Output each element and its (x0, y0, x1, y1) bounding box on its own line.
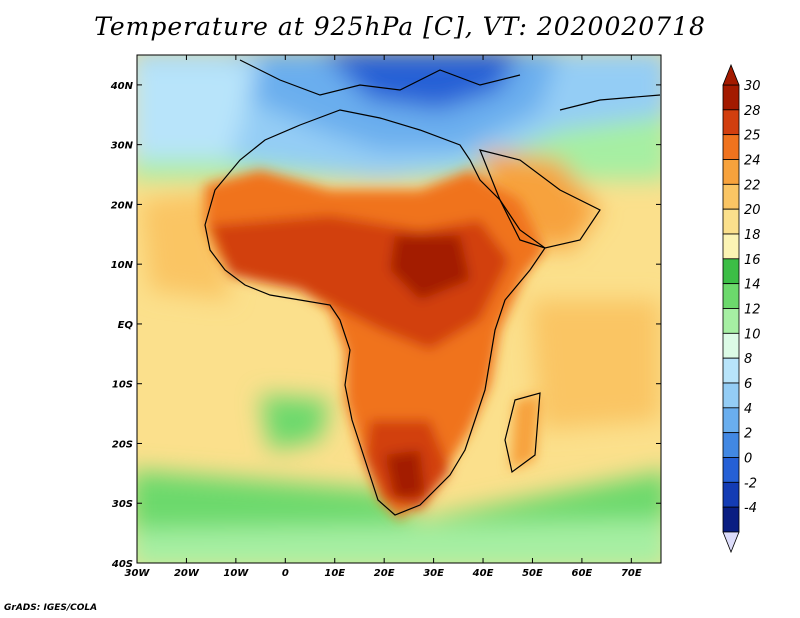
colorbar-label: 14 (744, 278, 761, 293)
colorbar-label: -4 (744, 501, 757, 516)
field-indian-warm (530, 300, 660, 430)
colorbar-label: -2 (744, 476, 757, 491)
x-axis: 30W 20W 10W 0 10E 20E 30E 40E 50E 60E 70E (125, 55, 642, 579)
coastlines (204, 59, 661, 516)
madagascar-coastline (504, 392, 541, 474)
y-tick-label: 30N (111, 141, 134, 152)
europe-coastline (239, 59, 521, 96)
colorbar-label: 25 (744, 129, 761, 144)
colorbar-label: 8 (744, 352, 752, 367)
x-tick-label: 40E (472, 568, 494, 579)
y-tick-label: 40N (110, 81, 134, 92)
y-axis: 40N 30N 20N 10N EQ 10S 20S 30S 40S (110, 81, 661, 570)
africa-coastline (204, 109, 546, 516)
y-tick-label: 40S (111, 559, 133, 570)
colorbar-segment (722, 457, 740, 483)
colorbar-bottom-arrow (722, 531, 740, 554)
x-tick-label: 30E (423, 568, 444, 579)
x-tick-label: 30W (125, 568, 151, 579)
colorbar-label: 24 (744, 154, 761, 169)
y-tick-label: 10S (112, 380, 133, 391)
arabia-coastline (479, 149, 601, 249)
field-satlantic-green (260, 395, 330, 450)
colorbar-segment (722, 84, 740, 111)
field-atlantic-cool (137, 60, 260, 160)
field-sudan-peak (390, 235, 470, 300)
colorbar-label: 18 (744, 228, 761, 243)
colorbar-segment (722, 432, 740, 458)
y-tick-label: 10N (111, 260, 134, 271)
x-tick-label: 60E (572, 568, 593, 579)
colorbar-label: 12 (744, 303, 761, 318)
field-madagascar (510, 395, 540, 470)
x-tick-label: 20W (174, 568, 200, 579)
y-tick-label: 20S (112, 439, 133, 450)
field-kalahari-peak (385, 450, 425, 500)
colorbar-segment (722, 159, 740, 185)
colorbar-label: 28 (744, 104, 761, 119)
colorbar-segment (722, 506, 740, 533)
colorbar-segment (722, 332, 740, 359)
temperature-field (137, 55, 661, 563)
x-tick-label: 50E (522, 568, 543, 579)
colorbar-label: 4 (744, 402, 752, 417)
colorbar-segment (722, 283, 740, 309)
colorbar-label: 6 (744, 377, 752, 392)
colorbar-label: 22 (744, 178, 761, 193)
asia-coastline (559, 94, 661, 111)
plot-frame (136, 54, 662, 564)
colorbar-top-arrow (722, 63, 740, 86)
colorbar-segment (722, 357, 740, 384)
colorbar-label: 16 (744, 253, 761, 268)
colorbar-segment (722, 407, 740, 434)
colorbar-segment (722, 258, 740, 285)
colorbar-label: 2 (744, 427, 752, 442)
colorbar-label: 20 (744, 203, 761, 218)
colorbar-label: 10 (744, 327, 761, 342)
x-tick-label: 70E (621, 568, 642, 579)
y-tick-label: EQ (118, 320, 134, 331)
colorbar-segment (722, 183, 740, 210)
x-tick-label: 10E (324, 568, 345, 579)
chart-title: Temperature at 925hPa [C], VT: 202002071… (94, 12, 706, 41)
x-tick-label: 0 (282, 568, 289, 579)
colorbar-label: 30 (744, 79, 761, 94)
field-cold-core (325, 55, 518, 110)
colorbar-segment (722, 308, 740, 334)
colorbar-segment (722, 109, 740, 136)
colorbar-segment (722, 208, 740, 235)
credit-text: GrADS: IGES/COLA (4, 603, 98, 613)
field-south-edge (137, 520, 661, 563)
colorbar-label: 0 (744, 452, 752, 467)
x-tick-label: 20E (374, 568, 395, 579)
x-tick-label: 10W (223, 568, 249, 579)
colorbar-segment (722, 134, 740, 160)
colorbar-segment (722, 233, 740, 260)
y-tick-label: 30S (112, 499, 133, 510)
colorbar-segment (722, 481, 740, 508)
y-tick-label: 20N (111, 200, 134, 211)
colorbar-segment (722, 382, 740, 409)
